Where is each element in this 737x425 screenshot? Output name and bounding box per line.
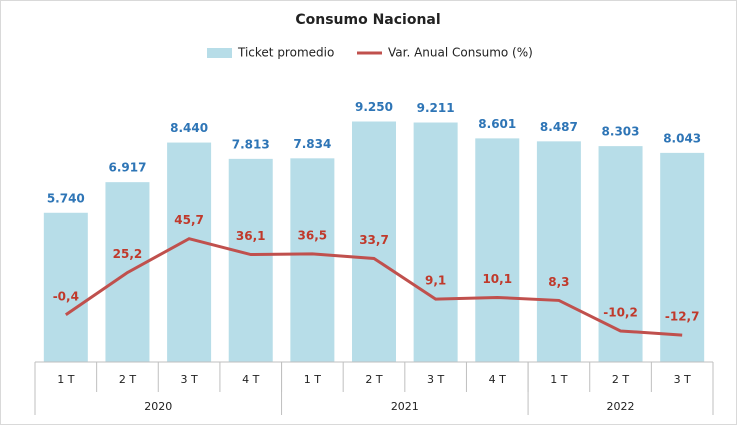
line-value-label: 45,7 — [174, 213, 204, 227]
x-tick-label: 2 T — [365, 373, 382, 386]
x-tick-label: 1 T — [304, 373, 321, 386]
x-tick-label: 2 T — [119, 373, 136, 386]
line-value-label: 36,1 — [236, 229, 266, 243]
bar — [352, 121, 396, 362]
bar — [43, 212, 88, 362]
bar — [536, 141, 581, 362]
line-value-label: 36,5 — [298, 228, 328, 242]
line-value-label: -10,2 — [603, 305, 638, 319]
x-tick-label: 3 T — [674, 373, 691, 386]
bar-value-label: 8.440 — [170, 121, 208, 135]
line-value-label: -0,4 — [53, 289, 79, 303]
x-tick-label: 3 T — [427, 373, 444, 386]
bar-value-label: 9.250 — [355, 100, 393, 114]
bar — [228, 158, 273, 362]
bar — [413, 122, 458, 362]
bar-value-label: 7.834 — [293, 137, 331, 151]
bar-value-label: 8.303 — [602, 125, 640, 139]
x-group-label: 2021 — [391, 400, 419, 413]
bar — [475, 138, 520, 362]
legend-label: Var. Anual Consumo (%) — [388, 46, 533, 60]
chart-title: Consumo Nacional — [295, 12, 440, 28]
x-group-label: 2022 — [607, 400, 635, 413]
x-group-label: 2020 — [144, 400, 172, 413]
x-tick-label: 4 T — [489, 373, 506, 386]
x-tick-label: 1 T — [550, 373, 567, 386]
line-value-label: 33,7 — [359, 233, 389, 247]
bar-value-label: 8.601 — [478, 117, 516, 131]
bar-value-label: 8.043 — [663, 131, 701, 145]
bar-value-label: 8.487 — [540, 120, 578, 134]
line-value-label: 8,3 — [548, 275, 569, 289]
line-value-label: 10,1 — [482, 272, 512, 286]
bar — [167, 142, 212, 362]
bar-value-label: 7.813 — [232, 137, 270, 151]
line — [64, 237, 683, 337]
line-value-label: -12,7 — [665, 310, 700, 324]
x-tick-label: 3 T — [180, 373, 197, 386]
bar-value-label: 6.917 — [108, 161, 146, 175]
x-tick-label: 4 T — [242, 373, 259, 386]
legend-swatch — [207, 48, 232, 58]
line-value-label: 25,2 — [113, 247, 143, 261]
bar-value-label: 9.211 — [417, 101, 455, 115]
x-tick-label: 1 T — [57, 373, 74, 386]
bar-value-label: 5.740 — [47, 191, 85, 205]
bar — [598, 146, 643, 362]
line-value-label: 9,1 — [425, 274, 446, 288]
bar — [290, 158, 335, 362]
bar — [660, 152, 705, 362]
x-tick-label: 2 T — [612, 373, 629, 386]
legend-label: Ticket promedio — [237, 46, 334, 60]
